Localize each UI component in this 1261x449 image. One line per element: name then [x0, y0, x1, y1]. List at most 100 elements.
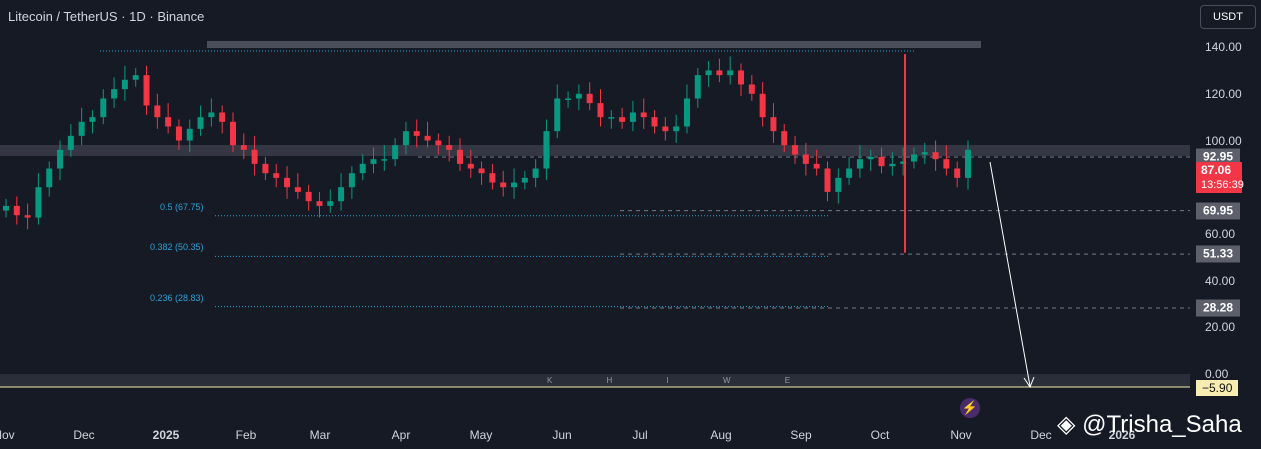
candle-body: [132, 75, 139, 80]
candle-body: [154, 105, 161, 118]
projection-arrow-head: [1023, 376, 1035, 389]
candle-body: [111, 89, 118, 99]
y-tick-label: 60.00: [1205, 226, 1236, 241]
candle-body: [813, 163, 820, 169]
x-tick-label: Jul: [632, 428, 648, 442]
candle-body: [716, 70, 723, 76]
candle-body: [251, 149, 258, 164]
candle-body: [46, 168, 53, 188]
candle-body: [748, 84, 755, 94]
x-tick-label: Apr: [391, 428, 411, 442]
x-tick-label: Dec: [1030, 428, 1052, 442]
chart-title: Litecoin / TetherUS · 1D · Binance: [8, 9, 205, 24]
candle-body: [57, 149, 64, 169]
projection-arrow: [989, 161, 1035, 389]
candle-body: [532, 168, 539, 178]
y-tick-label: 120.00: [1205, 86, 1242, 101]
zero-zone: [0, 374, 1190, 387]
candle-body: [186, 128, 193, 141]
candle-body: [381, 159, 388, 161]
candle-body: [673, 126, 680, 132]
fib-label: 0.5 (67.75): [160, 201, 204, 212]
candle-body: [824, 168, 831, 192]
candle-body: [597, 103, 604, 118]
y-tick-label: 140.00: [1205, 40, 1242, 55]
lightning-icon[interactable]: ⚡: [960, 398, 980, 418]
candle-body: [489, 173, 496, 183]
candle-body: [305, 191, 312, 202]
y-tick-label: 40.00: [1205, 273, 1236, 288]
candle-body: [781, 131, 788, 146]
x-tick-label: Nov: [950, 428, 972, 442]
candle-body: [759, 93, 766, 118]
fib-label: 0.236 (28.83): [150, 292, 204, 303]
candle-body: [878, 156, 885, 167]
candle-body: [586, 93, 593, 104]
watermark: ◈ @Trisha_Saha: [1057, 410, 1242, 439]
candle-body: [121, 79, 128, 90]
candle-body: [3, 205, 9, 211]
level-tag: 69.95: [1196, 202, 1241, 220]
x-tick-label: Dec: [73, 428, 95, 442]
candle-body: [835, 177, 842, 192]
candle-body: [792, 145, 799, 155]
candle-body: [554, 98, 561, 132]
x-tick-label: Sep: [790, 428, 812, 442]
candle-body: [197, 117, 204, 129]
candle-body: [694, 75, 701, 99]
bar-countdown: 13:56:39: [1201, 179, 1244, 191]
level-lines: [100, 50, 1190, 309]
candle-body: [219, 112, 226, 122]
candle-body: [143, 75, 150, 106]
candle-body: [294, 187, 301, 192]
candle-body: [932, 152, 939, 160]
level-tag: 28.28: [1196, 299, 1241, 317]
candle-body: [511, 182, 518, 188]
level-tag: 51.33: [1196, 245, 1241, 263]
candle-body: [683, 98, 690, 127]
candle-body: [370, 159, 377, 164]
candle-body: [500, 182, 507, 188]
x-tick-label: 2026: [1108, 428, 1136, 442]
candle-body: [543, 131, 550, 169]
x-tick-label: Aug: [710, 428, 732, 442]
candle-body: [478, 168, 485, 174]
projection-arrow-line: [989, 161, 1031, 387]
candle-body: [727, 70, 734, 76]
candle-body: [802, 154, 809, 164]
candle-body: [392, 145, 399, 160]
candle-body: [67, 135, 74, 150]
candle-body: [284, 177, 291, 188]
candle-body: [78, 121, 85, 136]
candle-body: [640, 112, 647, 118]
y-tick-label: 100.00: [1205, 133, 1242, 148]
candle-body: [770, 117, 777, 132]
candle-body: [651, 117, 658, 127]
candle-body: [889, 163, 896, 167]
candle-body: [575, 93, 582, 99]
events-strip[interactable]: K H I W E: [547, 376, 817, 385]
candle-body: [229, 121, 236, 146]
candle-body: [446, 145, 453, 150]
x-tick-label: Nov: [0, 428, 15, 442]
x-tick-label: 2025: [152, 428, 180, 442]
fib-label: 0.382 (50.35): [150, 242, 204, 253]
candle-body: [629, 112, 636, 122]
candle-body: [467, 163, 474, 169]
candle-body: [965, 149, 971, 178]
resistance-zone: [207, 41, 981, 48]
x-tick-label: Jun: [552, 428, 572, 442]
candle-body: [608, 117, 615, 119]
candle-body: [921, 152, 928, 155]
candle-body: [846, 168, 853, 178]
currency-button[interactable]: USDT: [1200, 5, 1256, 29]
x-tick-label: Feb: [235, 428, 257, 442]
candle-body: [413, 131, 420, 136]
candle-body: [240, 145, 247, 150]
last-price: 87.06: [1201, 163, 1232, 177]
candle-body: [456, 149, 463, 164]
candle-body: [402, 131, 409, 146]
candle-body: [424, 135, 431, 141]
candle-body: [943, 159, 950, 169]
